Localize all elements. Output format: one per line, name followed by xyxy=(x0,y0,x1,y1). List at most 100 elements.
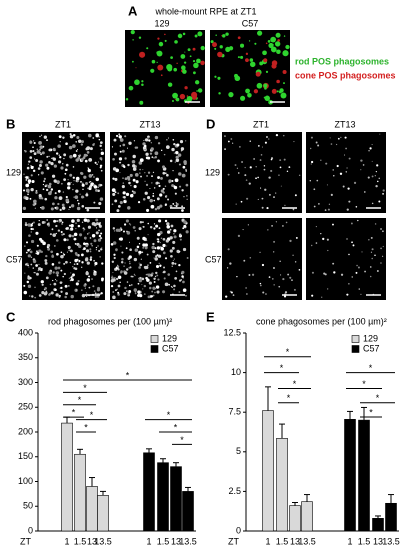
particle xyxy=(173,142,176,146)
particle xyxy=(56,274,59,277)
particle xyxy=(125,219,129,223)
significance-mark: * xyxy=(90,410,94,420)
particle xyxy=(144,172,146,174)
particle xyxy=(131,160,136,164)
particle xyxy=(119,161,122,164)
particle xyxy=(183,220,187,224)
particle xyxy=(84,237,87,240)
micrograph xyxy=(222,218,302,300)
particle xyxy=(48,155,50,157)
particle xyxy=(146,273,148,275)
significance-mark: * xyxy=(369,363,373,373)
particle xyxy=(184,51,186,53)
particle xyxy=(246,197,249,200)
significance-mark: * xyxy=(293,379,297,389)
particle xyxy=(55,280,58,282)
particle xyxy=(246,293,248,295)
bar xyxy=(170,466,182,532)
particle xyxy=(34,271,37,274)
particle xyxy=(279,159,282,161)
particle xyxy=(99,236,103,240)
particle xyxy=(65,260,68,264)
particle xyxy=(162,237,166,241)
particle xyxy=(261,206,264,209)
bar xyxy=(61,422,73,532)
particle xyxy=(139,220,143,224)
particle xyxy=(142,243,146,247)
particle xyxy=(55,232,57,235)
particle xyxy=(35,252,37,254)
particle xyxy=(84,159,88,163)
particle xyxy=(144,191,148,195)
bar xyxy=(289,505,301,532)
bar xyxy=(262,410,274,532)
particle xyxy=(330,193,333,196)
particle xyxy=(128,290,132,293)
particle xyxy=(116,288,118,290)
particle xyxy=(115,134,119,138)
particle xyxy=(154,207,158,211)
particle xyxy=(110,276,114,279)
particle xyxy=(54,192,57,195)
particle xyxy=(83,218,88,222)
particle xyxy=(294,261,297,263)
particle xyxy=(248,40,251,42)
particle xyxy=(142,288,144,290)
particle xyxy=(25,196,29,201)
particle xyxy=(268,42,274,49)
particle xyxy=(380,262,382,264)
legend-label: cone POS phagosomes xyxy=(295,70,396,80)
particle xyxy=(56,252,59,256)
particle xyxy=(227,248,230,251)
particle xyxy=(56,180,60,184)
particle xyxy=(170,56,173,59)
particle xyxy=(134,230,136,232)
particle xyxy=(114,177,118,181)
particle xyxy=(63,272,66,276)
particle xyxy=(34,158,36,160)
particle xyxy=(138,266,141,269)
micrograph xyxy=(222,132,302,213)
particle xyxy=(283,82,285,85)
particle xyxy=(368,150,370,152)
particle xyxy=(53,164,57,168)
particle xyxy=(87,167,89,169)
particle xyxy=(181,65,186,71)
particle xyxy=(142,169,144,171)
particle xyxy=(36,272,39,276)
particle xyxy=(123,265,125,267)
particle xyxy=(97,245,99,247)
particle xyxy=(328,203,331,206)
particle xyxy=(25,179,28,181)
particle xyxy=(70,224,74,228)
particle xyxy=(280,92,287,99)
particle xyxy=(347,187,350,190)
particle xyxy=(49,233,52,236)
particle xyxy=(279,166,282,169)
particle xyxy=(85,244,89,248)
particle xyxy=(315,141,318,144)
particle xyxy=(85,249,90,253)
particle xyxy=(332,169,334,171)
particle xyxy=(270,46,277,53)
particle xyxy=(57,266,61,270)
particle xyxy=(41,283,44,286)
particle xyxy=(136,236,140,240)
particle xyxy=(163,277,166,280)
particle xyxy=(157,142,161,145)
particle xyxy=(159,193,163,197)
particle xyxy=(289,239,292,243)
particle xyxy=(160,237,163,239)
particle xyxy=(263,58,268,63)
particle xyxy=(119,200,123,205)
particle xyxy=(127,178,131,181)
particle xyxy=(371,175,374,178)
particle xyxy=(192,59,196,63)
particle xyxy=(158,41,164,47)
particle xyxy=(166,173,169,177)
particle xyxy=(182,227,185,230)
particle xyxy=(55,272,58,275)
particle xyxy=(157,247,159,249)
particle xyxy=(128,223,131,225)
particle xyxy=(120,227,122,229)
